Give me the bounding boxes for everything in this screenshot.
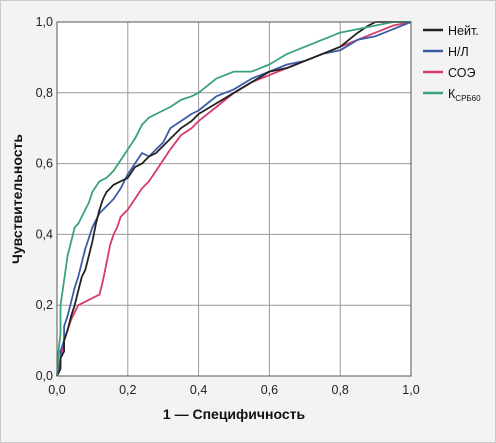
series-line-nl	[56, 21, 412, 377]
y-tick-labels: 0,0 0,2 0,4 0,6 0,8 1,0	[36, 15, 53, 383]
x-tick-label: 1,0	[402, 383, 419, 397]
y-tick-label: 0,0	[36, 369, 53, 383]
plot-border	[56, 21, 412, 377]
x-tick-labels: 0,0 0,2 0,4 0,6 0,8 1,0	[48, 383, 419, 397]
legend-label-nl: Н/Л	[448, 45, 469, 59]
x-tick-label: 0,8	[332, 383, 349, 397]
series-line-k-crb60	[56, 21, 411, 377]
plot-area	[57, 22, 411, 376]
series-line-neit	[56, 21, 411, 377]
y-tick-label: 0,2	[36, 298, 53, 312]
y-tick-label: 0,8	[36, 86, 53, 100]
y-tick-label: 1,0	[36, 15, 53, 29]
legend-label-k-subscript: СРБ60	[455, 94, 481, 103]
legend-label-soe: СОЭ	[448, 66, 475, 80]
y-tick-label: 0,6	[36, 157, 53, 171]
x-tick-label: 0,6	[261, 383, 278, 397]
legend-label-k-crb60: КСРБ60	[448, 87, 481, 103]
grid	[57, 22, 411, 376]
x-tick-label: 0,0	[48, 383, 65, 397]
x-tick-label: 0,4	[190, 383, 207, 397]
legend-label-k: К	[448, 87, 456, 101]
legend-label-neit: Нейт.	[448, 24, 479, 38]
x-tick-label: 0,2	[119, 383, 136, 397]
x-axis-title: 1 — Специфичность	[163, 406, 306, 422]
y-tick-label: 0,4	[36, 227, 53, 241]
y-axis-title: Чувствительность	[9, 134, 25, 264]
legend: Нейт. Н/Л СОЭ КСРБ60	[423, 24, 481, 103]
series-layer	[56, 21, 412, 377]
